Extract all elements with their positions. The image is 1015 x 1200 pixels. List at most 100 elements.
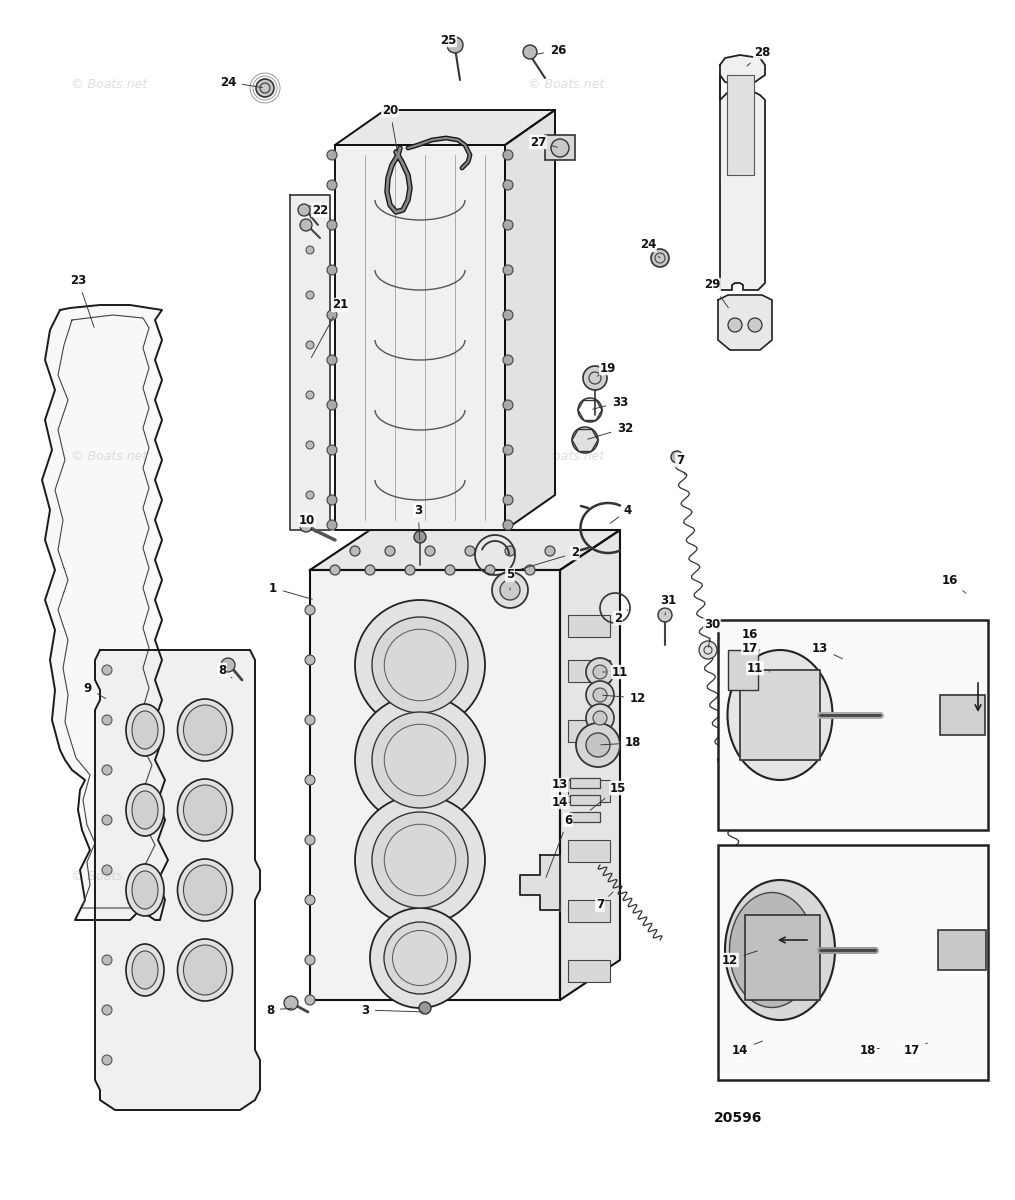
Text: 2: 2 xyxy=(614,610,628,624)
Text: 17: 17 xyxy=(904,1043,928,1056)
Circle shape xyxy=(330,565,340,575)
Circle shape xyxy=(492,572,528,608)
Circle shape xyxy=(327,265,337,275)
Circle shape xyxy=(300,520,312,532)
Polygon shape xyxy=(505,110,555,530)
Circle shape xyxy=(503,400,513,410)
Bar xyxy=(570,794,600,805)
Text: 31: 31 xyxy=(660,594,676,614)
Text: 24: 24 xyxy=(220,76,262,89)
Bar xyxy=(568,720,610,742)
Text: 18: 18 xyxy=(860,1044,879,1056)
Bar xyxy=(570,778,600,788)
Polygon shape xyxy=(560,530,620,1000)
Circle shape xyxy=(221,658,235,672)
Ellipse shape xyxy=(725,880,835,1020)
Circle shape xyxy=(304,895,315,905)
Text: 23: 23 xyxy=(70,274,94,328)
Circle shape xyxy=(651,248,669,266)
Circle shape xyxy=(503,445,513,455)
Circle shape xyxy=(721,630,731,640)
Text: © Boats.net: © Boats.net xyxy=(71,450,147,462)
Circle shape xyxy=(503,265,513,275)
Bar xyxy=(940,695,985,734)
Ellipse shape xyxy=(132,871,158,910)
Circle shape xyxy=(102,665,112,674)
Circle shape xyxy=(298,204,310,216)
Text: 13: 13 xyxy=(812,642,842,659)
Circle shape xyxy=(284,996,298,1010)
Ellipse shape xyxy=(132,950,158,989)
Circle shape xyxy=(503,220,513,230)
Circle shape xyxy=(306,290,314,299)
Ellipse shape xyxy=(184,946,226,995)
Circle shape xyxy=(523,44,537,59)
Circle shape xyxy=(306,391,314,398)
Circle shape xyxy=(327,355,337,365)
Ellipse shape xyxy=(178,779,232,841)
Circle shape xyxy=(327,180,337,190)
Circle shape xyxy=(503,180,513,190)
Circle shape xyxy=(503,355,513,365)
Bar xyxy=(718,620,988,830)
Text: 18: 18 xyxy=(601,737,641,750)
Text: 4: 4 xyxy=(610,504,632,523)
Text: 15: 15 xyxy=(590,781,626,810)
Circle shape xyxy=(699,641,717,659)
Text: 3: 3 xyxy=(361,1003,422,1016)
Circle shape xyxy=(465,546,475,556)
Ellipse shape xyxy=(126,864,164,916)
Circle shape xyxy=(327,150,337,160)
Circle shape xyxy=(373,712,468,808)
Bar xyxy=(568,840,610,862)
Circle shape xyxy=(102,715,112,725)
Bar xyxy=(568,960,610,982)
Text: © Boats.net: © Boats.net xyxy=(528,78,604,90)
Circle shape xyxy=(586,704,614,732)
Text: 11: 11 xyxy=(603,666,628,678)
Text: 27: 27 xyxy=(530,136,557,149)
Bar xyxy=(568,660,610,682)
Text: 3: 3 xyxy=(414,504,422,540)
Text: 7: 7 xyxy=(676,454,685,475)
Circle shape xyxy=(306,206,314,214)
Polygon shape xyxy=(290,194,330,530)
Bar xyxy=(718,845,988,1080)
Bar xyxy=(545,134,576,160)
Text: © Boats.net: © Boats.net xyxy=(528,870,604,882)
Text: 24: 24 xyxy=(639,239,660,258)
Text: 17: 17 xyxy=(742,642,760,654)
Text: 32: 32 xyxy=(588,421,633,439)
Text: 2: 2 xyxy=(521,546,580,569)
Text: 12: 12 xyxy=(603,691,647,704)
Circle shape xyxy=(425,546,435,556)
Polygon shape xyxy=(95,650,260,1110)
Text: © Boats.net: © Boats.net xyxy=(528,450,604,462)
Text: © Boats.net: © Boats.net xyxy=(71,870,147,882)
Circle shape xyxy=(256,79,274,97)
Polygon shape xyxy=(720,55,765,290)
Circle shape xyxy=(304,655,315,665)
Circle shape xyxy=(304,955,315,965)
Circle shape xyxy=(748,318,762,332)
Polygon shape xyxy=(310,570,560,1000)
Ellipse shape xyxy=(178,859,232,922)
Ellipse shape xyxy=(132,710,158,749)
Ellipse shape xyxy=(178,938,232,1001)
Circle shape xyxy=(384,922,456,994)
Circle shape xyxy=(355,600,485,730)
Text: 22: 22 xyxy=(311,204,328,218)
Text: 16: 16 xyxy=(942,574,966,593)
Circle shape xyxy=(304,715,315,725)
Ellipse shape xyxy=(730,893,814,1008)
Polygon shape xyxy=(310,530,620,570)
Circle shape xyxy=(102,766,112,775)
Bar xyxy=(745,914,820,1000)
Circle shape xyxy=(593,688,607,702)
Text: 5: 5 xyxy=(505,569,515,590)
Polygon shape xyxy=(42,305,168,920)
Circle shape xyxy=(503,310,513,320)
Text: 11: 11 xyxy=(747,661,770,674)
Circle shape xyxy=(658,608,672,622)
Bar xyxy=(568,900,610,922)
